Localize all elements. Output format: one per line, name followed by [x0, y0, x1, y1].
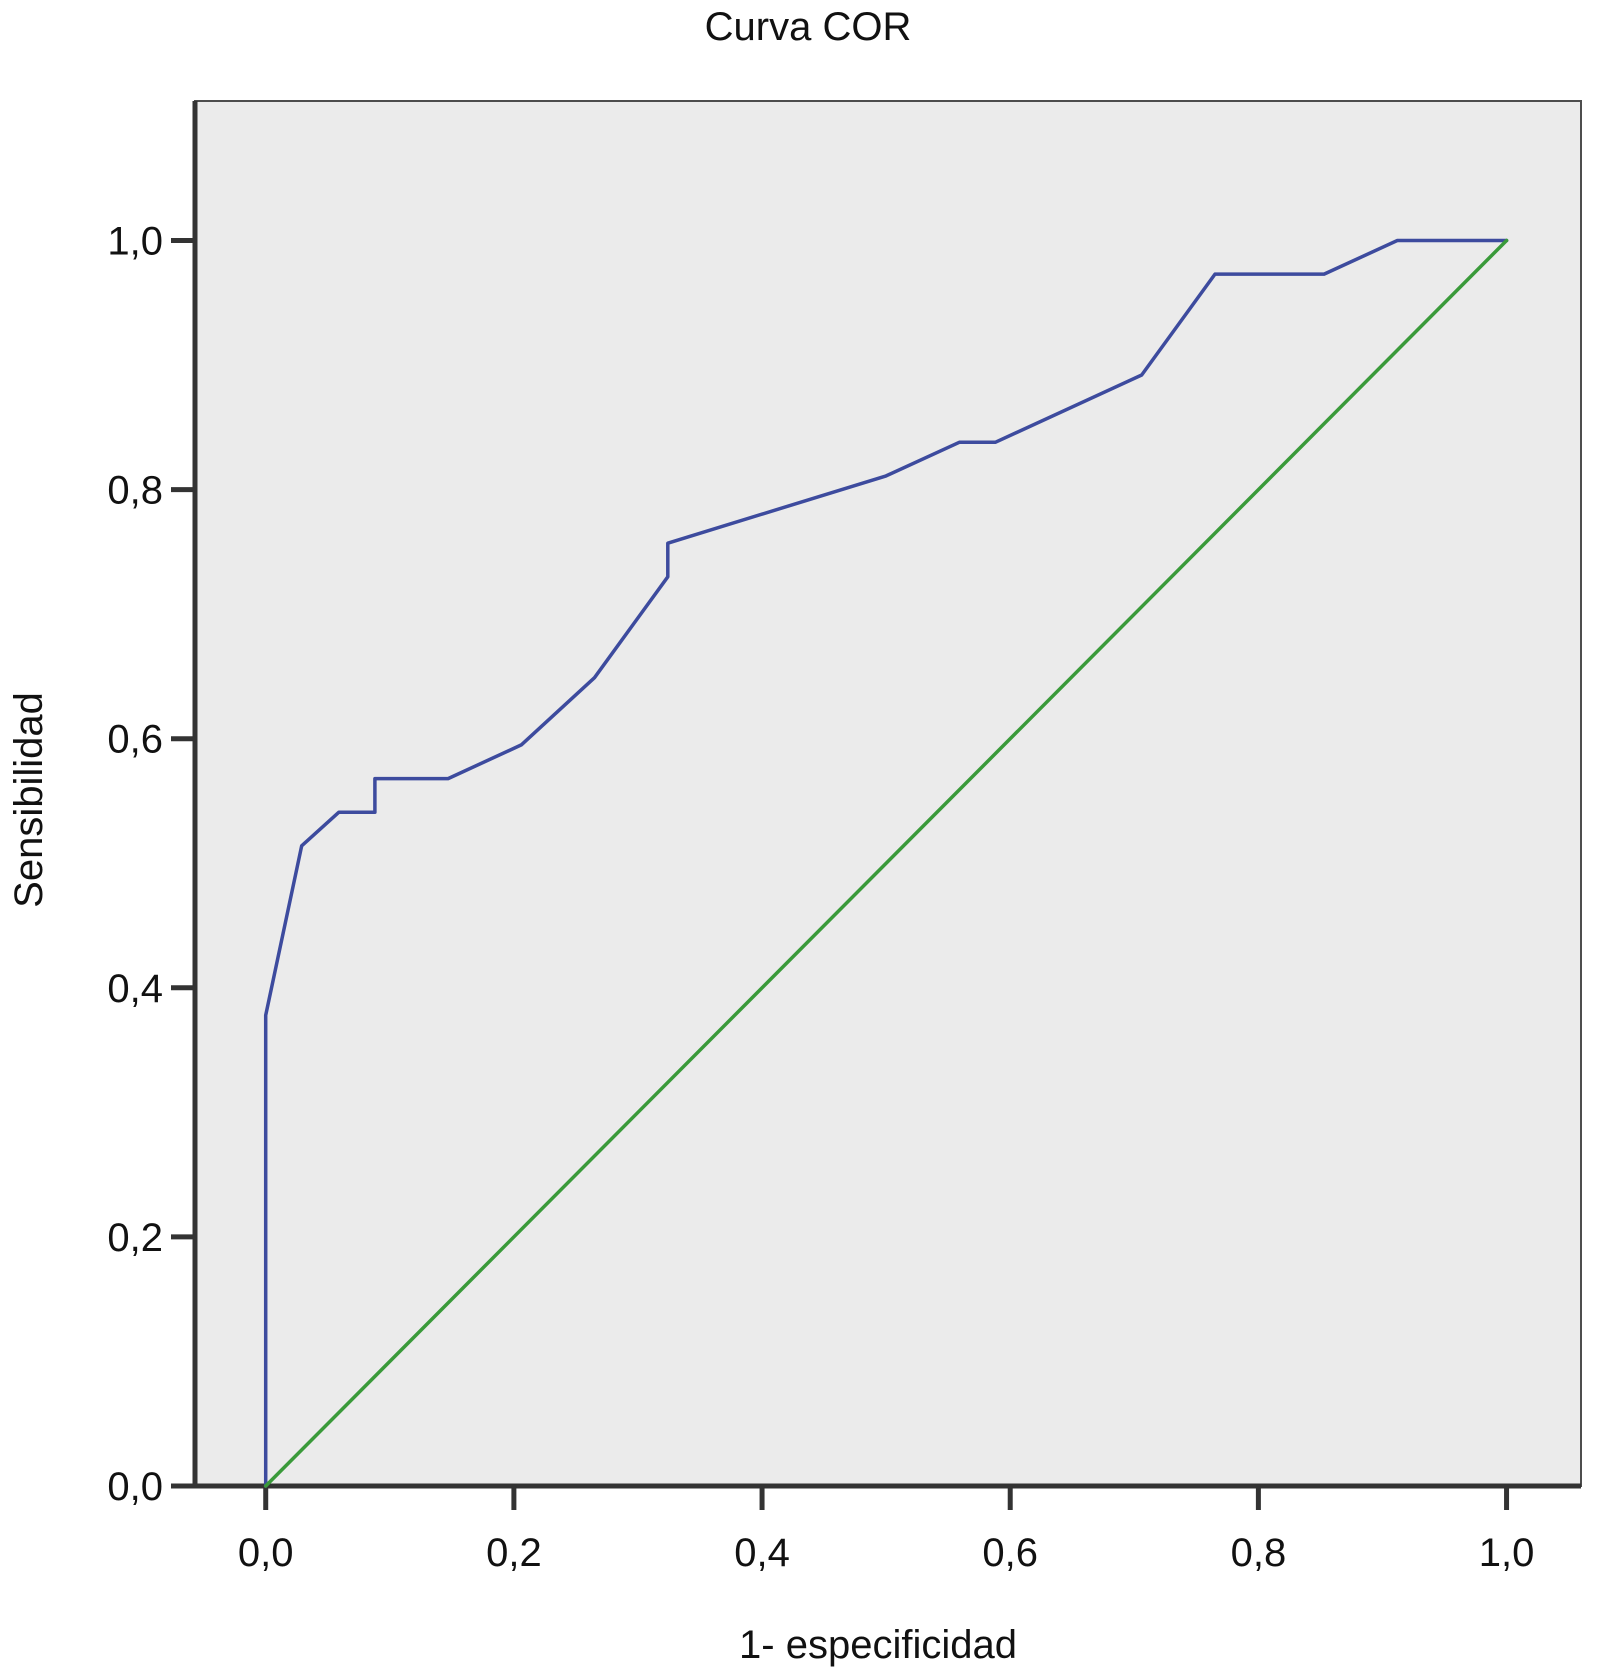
y-tick-label-0: 0,0	[107, 1465, 163, 1509]
x-tick-label-4: 0,8	[1231, 1531, 1287, 1575]
x-tick-label-5: 1,0	[1479, 1531, 1535, 1575]
y-tick-label-1: 0,2	[107, 1216, 163, 1260]
x-axis-label: 1- especificidad	[739, 1623, 1017, 1667]
x-axis-ticks: 0,0 0,2 0,4 0,6 0,8 1,0	[238, 1486, 1534, 1575]
series-line-1	[263, 238, 1509, 1488]
y-axis-label: Sensibilidad	[7, 692, 51, 908]
x-tick-label-0: 0,0	[238, 1531, 294, 1575]
y-tick-label-4: 0,8	[107, 469, 163, 513]
y-tick-label-3: 0,6	[107, 718, 163, 762]
chart-title: Curva COR	[705, 5, 912, 49]
series-layer	[263, 238, 1509, 1488]
x-tick-label-3: 0,6	[982, 1531, 1038, 1575]
plot-area	[194, 100, 1582, 1487]
x-tick-label-1: 0,2	[486, 1531, 542, 1575]
y-axis-ticks: 0,0 0,2 0,4 0,6 0,8 1,0	[107, 219, 195, 1509]
y-tick-label-2: 0,4	[107, 967, 163, 1011]
series-line-0	[263, 238, 1509, 1488]
y-tick-label-5: 1,0	[107, 219, 163, 263]
x-tick-label-2: 0,4	[734, 1531, 790, 1575]
